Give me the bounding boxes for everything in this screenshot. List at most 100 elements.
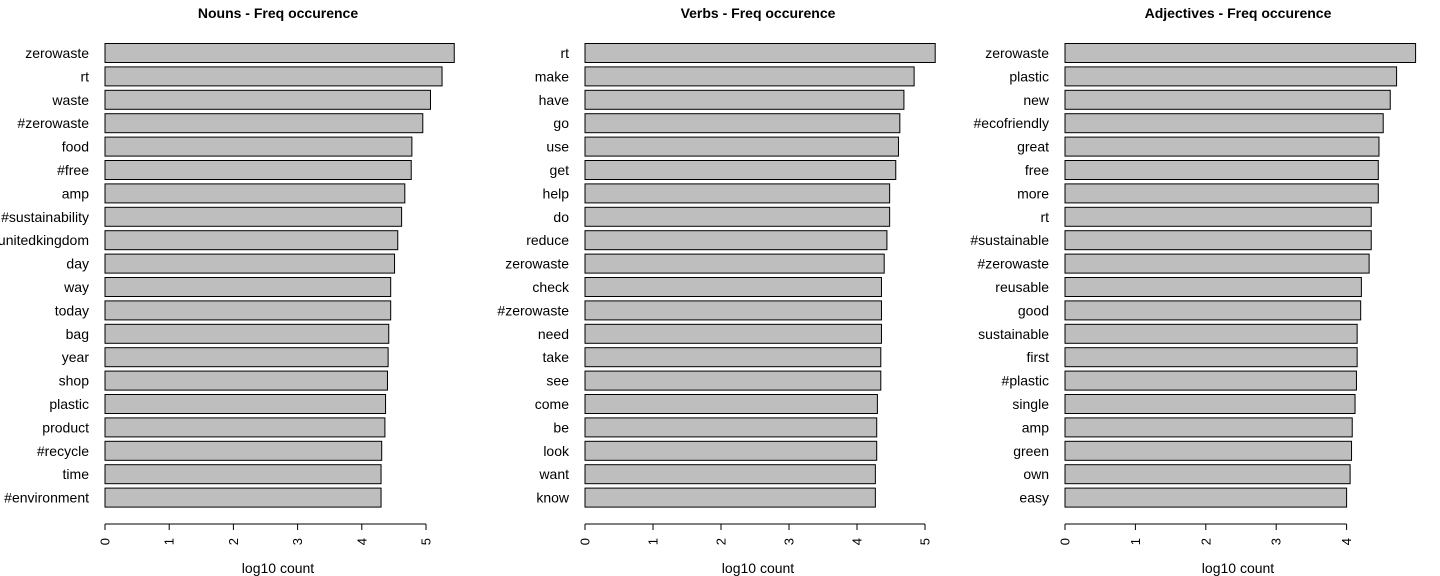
x-tick-label: 1 (162, 538, 177, 545)
category-label: rt (560, 45, 569, 61)
category-label: need (538, 326, 569, 342)
bar (1064, 370, 1357, 391)
category-label: first (1026, 349, 1049, 365)
category-label: bag (66, 326, 89, 342)
x-tick-label: 0 (1058, 538, 1073, 545)
bar (104, 183, 406, 204)
bar (584, 323, 882, 344)
bar (584, 230, 888, 251)
category-label: year (62, 349, 90, 365)
category-label: take (543, 349, 570, 365)
bar (1064, 464, 1351, 485)
bar (1064, 160, 1379, 180)
x-tick-label: 2 (226, 538, 241, 545)
x-tick-label: 4 (1339, 538, 1354, 545)
category-label: #recycle (37, 443, 89, 459)
category-label: today (55, 302, 89, 318)
bar (104, 300, 392, 321)
category-label: easy (1019, 490, 1049, 506)
x-axis-label: log10 count (722, 560, 795, 576)
bar (1064, 347, 1358, 368)
category-label: time (63, 466, 90, 482)
bar (104, 66, 443, 87)
bar (104, 370, 388, 391)
bar (1064, 323, 1358, 344)
category-label: food (62, 139, 89, 155)
bar (584, 89, 905, 110)
category-label: sustainable (978, 326, 1049, 342)
category-label: zerowaste (985, 45, 1049, 61)
category-label: come (535, 396, 569, 412)
bar (584, 160, 897, 180)
category-label: #environment (4, 490, 89, 506)
chart-title: Adjectives - Freq occurence (1145, 5, 1332, 21)
x-tick-label: 2 (1198, 538, 1213, 545)
category-label: want (538, 466, 569, 482)
bar (104, 230, 399, 251)
category-label: #zerowaste (977, 256, 1049, 272)
bar (584, 440, 878, 461)
category-label: amp (1022, 419, 1049, 435)
bar (104, 417, 386, 438)
category-label: waste (51, 92, 89, 108)
x-tick-label: 0 (578, 538, 593, 545)
x-tick-label: 3 (290, 538, 305, 545)
chart-title: Nouns - Freq occurence (198, 5, 358, 21)
bar (1064, 300, 1362, 321)
bar (1064, 277, 1362, 297)
bar (584, 206, 891, 227)
bar (584, 253, 885, 274)
category-label: #zerowaste (17, 115, 89, 131)
category-label: do (553, 209, 569, 225)
x-tick-label: 5 (419, 538, 434, 545)
category-label: reusable (995, 279, 1049, 295)
bar (104, 323, 390, 344)
x-tick-label: 3 (1269, 538, 1284, 545)
category-label: single (1012, 396, 1049, 412)
x-tick-label: 5 (918, 538, 933, 545)
bar (584, 487, 876, 508)
category-label: #sustainability (1, 209, 89, 225)
category-label: good (1018, 302, 1049, 318)
bar (1064, 230, 1372, 251)
bar (1064, 417, 1353, 438)
bar (1064, 89, 1391, 110)
adjectives-chart-panel: Adjectives - Freq occurence log10 count … (970, 5, 1417, 576)
bar (584, 136, 899, 157)
bar (1064, 183, 1379, 204)
bar (104, 206, 403, 227)
bar (104, 89, 431, 110)
category-label: be (553, 419, 569, 435)
x-tick-label: 1 (646, 538, 661, 545)
category-label: have (539, 92, 570, 108)
bar (584, 300, 882, 321)
bar (584, 66, 915, 87)
category-label: day (66, 256, 89, 272)
category-label: great (1017, 139, 1049, 155)
category-label: look (543, 443, 570, 459)
bar (584, 464, 876, 485)
category-label: product (42, 419, 89, 435)
category-label: green (1013, 443, 1049, 459)
bar (584, 183, 891, 204)
category-label: new (1023, 92, 1050, 108)
category-label: way (63, 279, 89, 295)
category-label: zerowaste (25, 45, 89, 61)
category-label: more (1017, 185, 1049, 201)
bar (1064, 206, 1372, 227)
bar (1064, 66, 1398, 87)
category-label: check (532, 279, 570, 295)
category-label: know (536, 490, 570, 506)
category-label: zerowaste (505, 256, 569, 272)
category-label: #unitedkingdom (0, 232, 89, 248)
bar (584, 43, 936, 63)
x-tick-label: 0 (98, 538, 113, 545)
bar (104, 160, 412, 180)
category-label: shop (59, 373, 90, 389)
category-label: #zerowaste (497, 302, 569, 318)
category-label: rt (1040, 209, 1049, 225)
bar (104, 440, 383, 461)
bar (584, 277, 882, 297)
bar (104, 487, 382, 508)
x-tick-label: 1 (1128, 538, 1143, 545)
